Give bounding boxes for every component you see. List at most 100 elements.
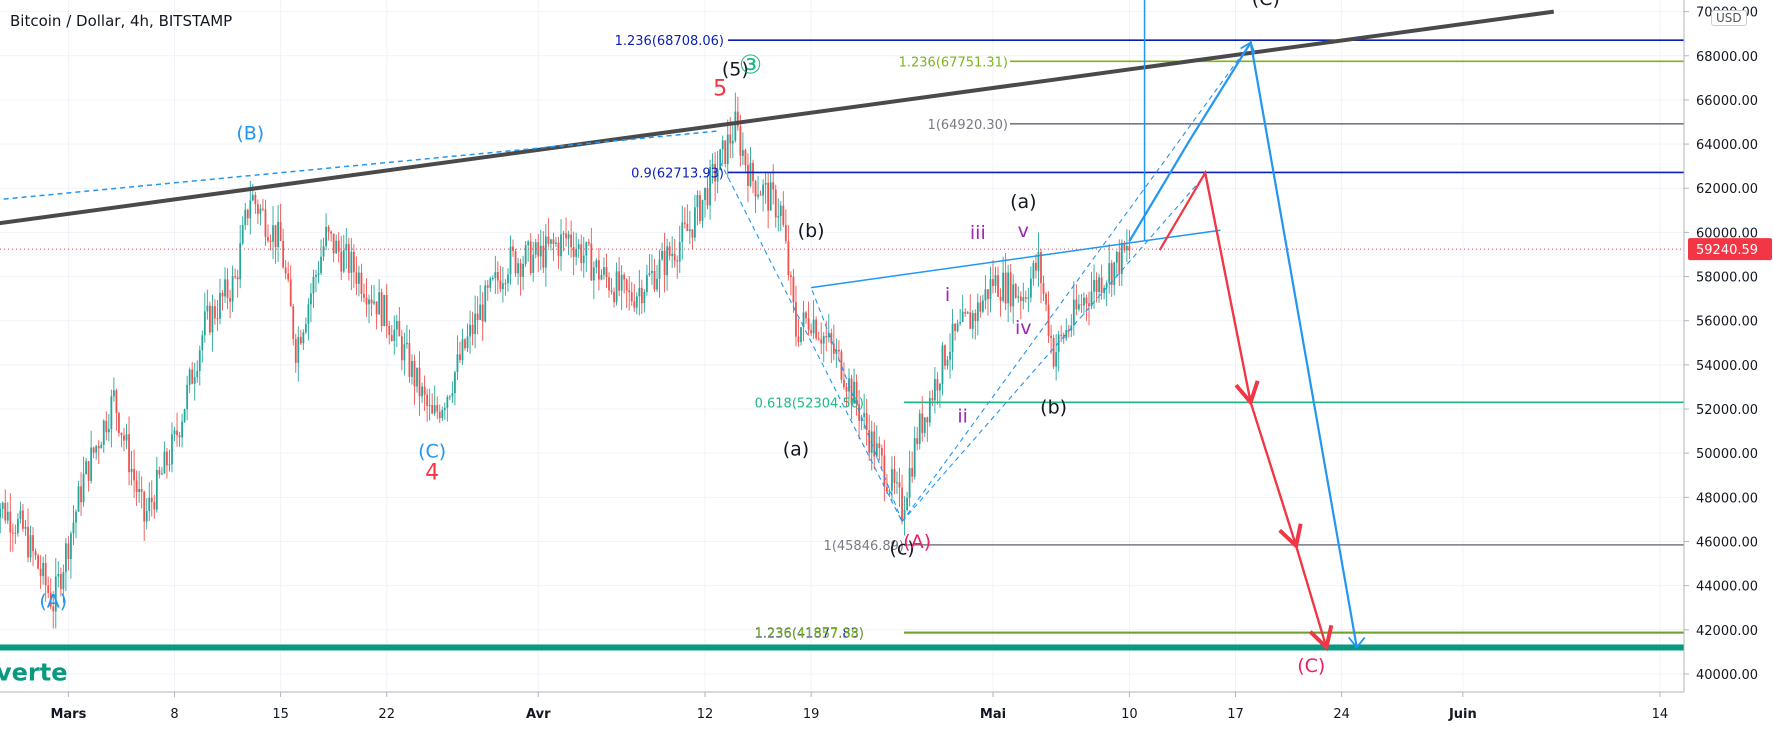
candle-body	[891, 469, 893, 491]
candle-body	[176, 430, 178, 436]
candle-body	[77, 486, 80, 512]
candle-body	[469, 324, 471, 337]
candle-body	[100, 444, 103, 449]
candle-body	[1045, 293, 1047, 305]
fib-level-label: 1.236(41877.83)	[755, 627, 864, 642]
candle-body	[595, 260, 598, 268]
wave-label: (C)	[1297, 655, 1325, 677]
candle-body	[474, 313, 477, 334]
candle-body	[759, 194, 762, 196]
candle-body	[560, 234, 562, 257]
price-axis[interactable]: 40000.00 42000.00 44000.00 46000.00 48000.00…	[1683, 0, 1773, 733]
candle-body	[229, 297, 231, 302]
candle-body	[532, 254, 535, 274]
candle-body	[625, 279, 628, 291]
candle-body	[880, 447, 883, 456]
candle-body	[198, 350, 201, 372]
dashed-helper-line	[901, 42, 1252, 522]
candle-body	[711, 163, 714, 167]
time-tick-label: Mars	[50, 707, 86, 722]
candle-body	[95, 446, 98, 453]
candle-body	[719, 149, 722, 170]
candle-body	[731, 140, 734, 144]
candle-body	[519, 263, 522, 277]
candle-body	[494, 271, 497, 279]
candle-body	[789, 275, 792, 277]
candle-body	[714, 163, 717, 182]
candle-body	[320, 256, 322, 274]
candle-body	[1060, 334, 1063, 336]
candle-body	[441, 410, 444, 419]
candle-body	[214, 306, 216, 319]
candle-body	[365, 297, 368, 305]
candle-body	[706, 187, 709, 206]
candle-body	[603, 267, 605, 275]
candle-body	[656, 278, 658, 290]
candle-body	[390, 334, 393, 341]
candle-body	[373, 301, 375, 304]
candle-body	[1090, 291, 1093, 307]
candle-body	[668, 246, 671, 256]
candle-body	[694, 207, 696, 238]
price-tick-label: 68000.00	[1696, 50, 1758, 65]
candle-body	[542, 245, 545, 268]
candle-body	[509, 246, 512, 275]
candle-body	[1004, 272, 1007, 304]
candle-body	[615, 271, 618, 303]
fib-level-label: 1(45846.89)	[824, 539, 904, 554]
candle-body	[426, 394, 429, 406]
candle-body	[6, 511, 9, 521]
candle-body	[400, 336, 403, 361]
candle-body	[534, 242, 537, 255]
candle-body	[704, 187, 706, 201]
wave-label: 4	[425, 461, 439, 486]
candle-body	[898, 482, 901, 488]
candle-body	[744, 150, 747, 166]
candle-body	[406, 342, 408, 345]
support-band-label: verte	[0, 658, 68, 686]
candle-body	[411, 361, 413, 377]
candle-body	[0, 508, 2, 518]
candle-body	[772, 182, 775, 190]
candle-body	[1120, 242, 1123, 274]
candle-body	[322, 246, 325, 257]
candle-body	[555, 242, 557, 244]
candle-body	[105, 420, 108, 433]
currency-badge[interactable]: USD	[1711, 10, 1747, 26]
candle-body	[567, 234, 570, 239]
candle-body	[428, 405, 431, 407]
candle-body	[454, 372, 456, 394]
candle-body	[64, 543, 67, 573]
candle-body	[299, 336, 302, 344]
candle-body	[600, 274, 603, 280]
candle-body	[29, 535, 32, 558]
candle-body	[527, 241, 530, 246]
candle-body	[347, 243, 350, 273]
wave-labels: (A)(B)(C)45(5)③(b)(a)(c)(A)iiiiiiivv(a)(…	[39, 0, 1325, 677]
projection-arrow-head	[1240, 41, 1256, 54]
support-band	[0, 644, 1684, 651]
candle-body	[312, 276, 315, 294]
candle-body	[201, 335, 204, 351]
candle-body	[1080, 304, 1083, 306]
candle-body	[181, 421, 183, 438]
dashed-helper-line	[719, 161, 903, 522]
candle-body	[544, 236, 547, 268]
candle-body	[1098, 277, 1100, 292]
candle-body	[153, 502, 156, 510]
candle-body	[486, 285, 489, 288]
candle-body	[825, 336, 828, 338]
candle-body	[1095, 279, 1098, 292]
candle-body	[575, 249, 578, 257]
candle-body	[800, 327, 802, 343]
time-axis[interactable]: Mars 8 15 22 Avr 12 19 Mai 10 17 24 Juin 14	[0, 691, 1684, 733]
candle-body	[916, 438, 919, 445]
candle-body	[203, 311, 206, 336]
candle-body	[734, 111, 737, 141]
candle-body	[9, 511, 12, 533]
candle-body	[375, 301, 378, 315]
candle-body	[1123, 242, 1126, 251]
candle-body	[236, 277, 239, 280]
candle-body	[779, 205, 782, 216]
